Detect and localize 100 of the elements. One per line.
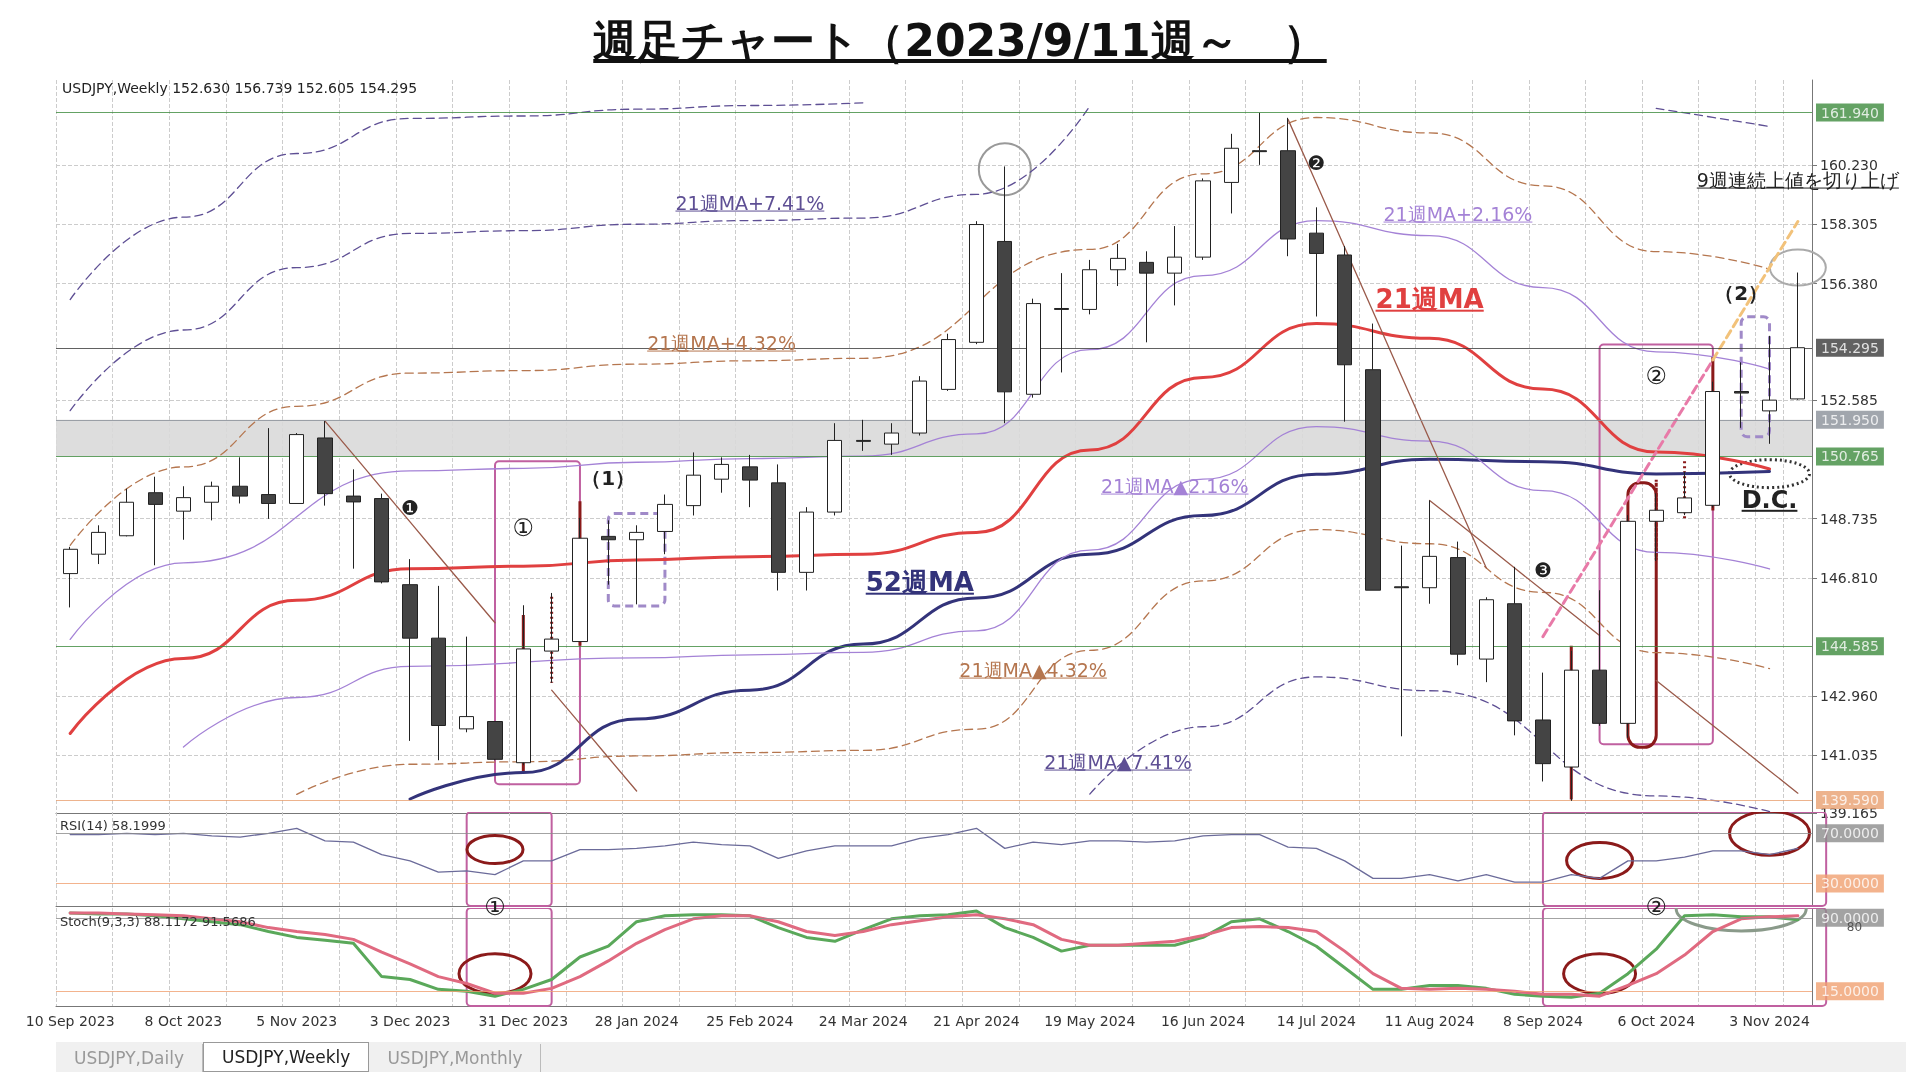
candlestick — [176, 485, 191, 541]
series-label: 21週MA▲4.32% — [959, 659, 1107, 682]
ref-line-label: 144.585 — [1821, 638, 1879, 655]
x-tick-label: 25 Feb 2024 — [706, 1013, 794, 1029]
candlestick — [1620, 514, 1636, 739]
candlestick — [1592, 589, 1607, 727]
candlestick — [317, 420, 333, 507]
candlestick — [714, 456, 729, 494]
candlestick — [261, 427, 276, 520]
candlestick — [91, 524, 106, 565]
annotation: ② — [1645, 361, 1667, 390]
candlestick — [1082, 259, 1097, 315]
y-tick-label: 152.585 — [1820, 392, 1878, 409]
candlestick — [487, 721, 503, 761]
candlestick — [827, 422, 842, 516]
candlestick — [1507, 566, 1522, 736]
x-tick-label: 14 Jul 2024 — [1276, 1013, 1357, 1029]
x-tick-label: 28 Jan 2024 — [594, 1013, 679, 1029]
candlestick — [856, 419, 871, 452]
y-tick-label: 156.380 — [1820, 275, 1878, 292]
series-label: 21週MA+7.41% — [675, 191, 825, 214]
candlestick — [1110, 243, 1126, 287]
x-tick-label: 5 Nov 2023 — [256, 1013, 338, 1029]
candlestick — [1394, 545, 1409, 737]
annotation: ❷ — [1307, 151, 1326, 176]
x-tick-label: 24 Mar 2024 — [818, 1013, 908, 1029]
candlestick — [1139, 250, 1154, 343]
text: USDJPY,Weekly — [203, 1042, 370, 1072]
ref-line-label: 70.0000 — [1821, 825, 1879, 842]
candlestick — [63, 546, 78, 608]
x-tick-label: 21 Apr 2024 — [933, 1013, 1020, 1029]
candlestick — [544, 592, 559, 684]
x-tick-label: 3 Dec 2023 — [369, 1013, 451, 1029]
x-tick-label: 31 Dec 2023 — [478, 1013, 569, 1029]
series-label: 21週MA — [1375, 283, 1484, 314]
candlestick — [799, 506, 814, 591]
ref-line-label: 30.0000 — [1821, 875, 1879, 892]
candlestick — [402, 558, 418, 742]
candlestick — [148, 476, 163, 566]
text: USDJPY,Monthly — [369, 1044, 542, 1072]
x-tick-label: 16 Jun 2024 — [1160, 1013, 1246, 1029]
candlestick — [629, 524, 644, 605]
ref-line-label: 161.940 — [1821, 104, 1879, 121]
series-label: 52週MA — [865, 566, 974, 597]
x-tick-label: 11 Aug 2024 — [1384, 1013, 1475, 1029]
candlestick — [1762, 335, 1777, 445]
candlestick — [1167, 225, 1182, 306]
candlestick — [742, 454, 758, 508]
annotation: （1） — [581, 466, 636, 491]
annotation: D.C. — [1741, 485, 1798, 514]
annotation: ① — [512, 513, 535, 542]
candlestick — [771, 463, 786, 591]
x-tick-label: 6 Oct 2024 — [1617, 1013, 1696, 1029]
ref-line-label: 151.950 — [1821, 411, 1879, 428]
candlestick — [1790, 272, 1805, 401]
candlestick — [204, 481, 219, 521]
y-tick-label: 146.810 — [1820, 569, 1878, 586]
candlestick — [686, 451, 701, 516]
candlestick — [1734, 361, 1749, 429]
candlestick — [1422, 499, 1437, 605]
candlestick — [346, 468, 361, 570]
y-tick-label: 148.735 — [1820, 510, 1878, 527]
x-tick-label: 8 Sep 2024 — [1503, 1013, 1583, 1029]
series-label: 21週MA▲7.41% — [1044, 750, 1192, 773]
candlestick — [912, 375, 927, 437]
candlestick — [119, 488, 134, 537]
x-tick-label: 8 Oct 2023 — [144, 1013, 223, 1029]
candlestick — [1450, 541, 1466, 666]
y-tick-label: 141.035 — [1820, 747, 1878, 764]
candlestick — [1280, 117, 1296, 257]
line-series — [1711, 219, 1800, 362]
candlestick — [1479, 596, 1494, 683]
candlestick — [1026, 298, 1041, 399]
candlestick — [601, 519, 616, 586]
x-tick-label: 19 May 2024 — [1044, 1013, 1136, 1029]
candlestick — [969, 220, 984, 345]
candlestick — [1309, 206, 1324, 317]
candlestick — [459, 636, 474, 733]
y-tick-label: 142.960 — [1820, 688, 1878, 705]
text: RSI(14) 58.1999 — [60, 817, 166, 834]
candlestick — [941, 333, 956, 392]
candlestick — [1535, 672, 1551, 782]
candlestick — [1252, 112, 1267, 166]
annotation: ❶ — [401, 496, 419, 521]
annotation: （2） — [1714, 281, 1769, 306]
x-tick-label: 10 Sep 2023 — [25, 1013, 115, 1029]
series-label: 21週MA+2.16% — [1383, 202, 1533, 225]
x-tick-label: 3 Nov 2024 — [1729, 1013, 1810, 1029]
y-tick-label: 158.305 — [1820, 216, 1878, 233]
ref-line-label: 154.295 — [1821, 339, 1879, 356]
y-tick-label: 139.165 — [1820, 805, 1878, 821]
annotation: USDJPY,Weekly 152.630 156.739 152.605 154.295 — [62, 79, 418, 97]
candlestick — [232, 456, 248, 504]
annotation: ❸ — [1533, 557, 1552, 582]
ref-line-label: 150.765 — [1821, 448, 1879, 465]
candlestick — [289, 432, 304, 504]
candlestick — [657, 494, 673, 555]
candlestick — [1224, 133, 1239, 214]
candlestick — [374, 493, 389, 584]
line-series — [69, 102, 864, 301]
